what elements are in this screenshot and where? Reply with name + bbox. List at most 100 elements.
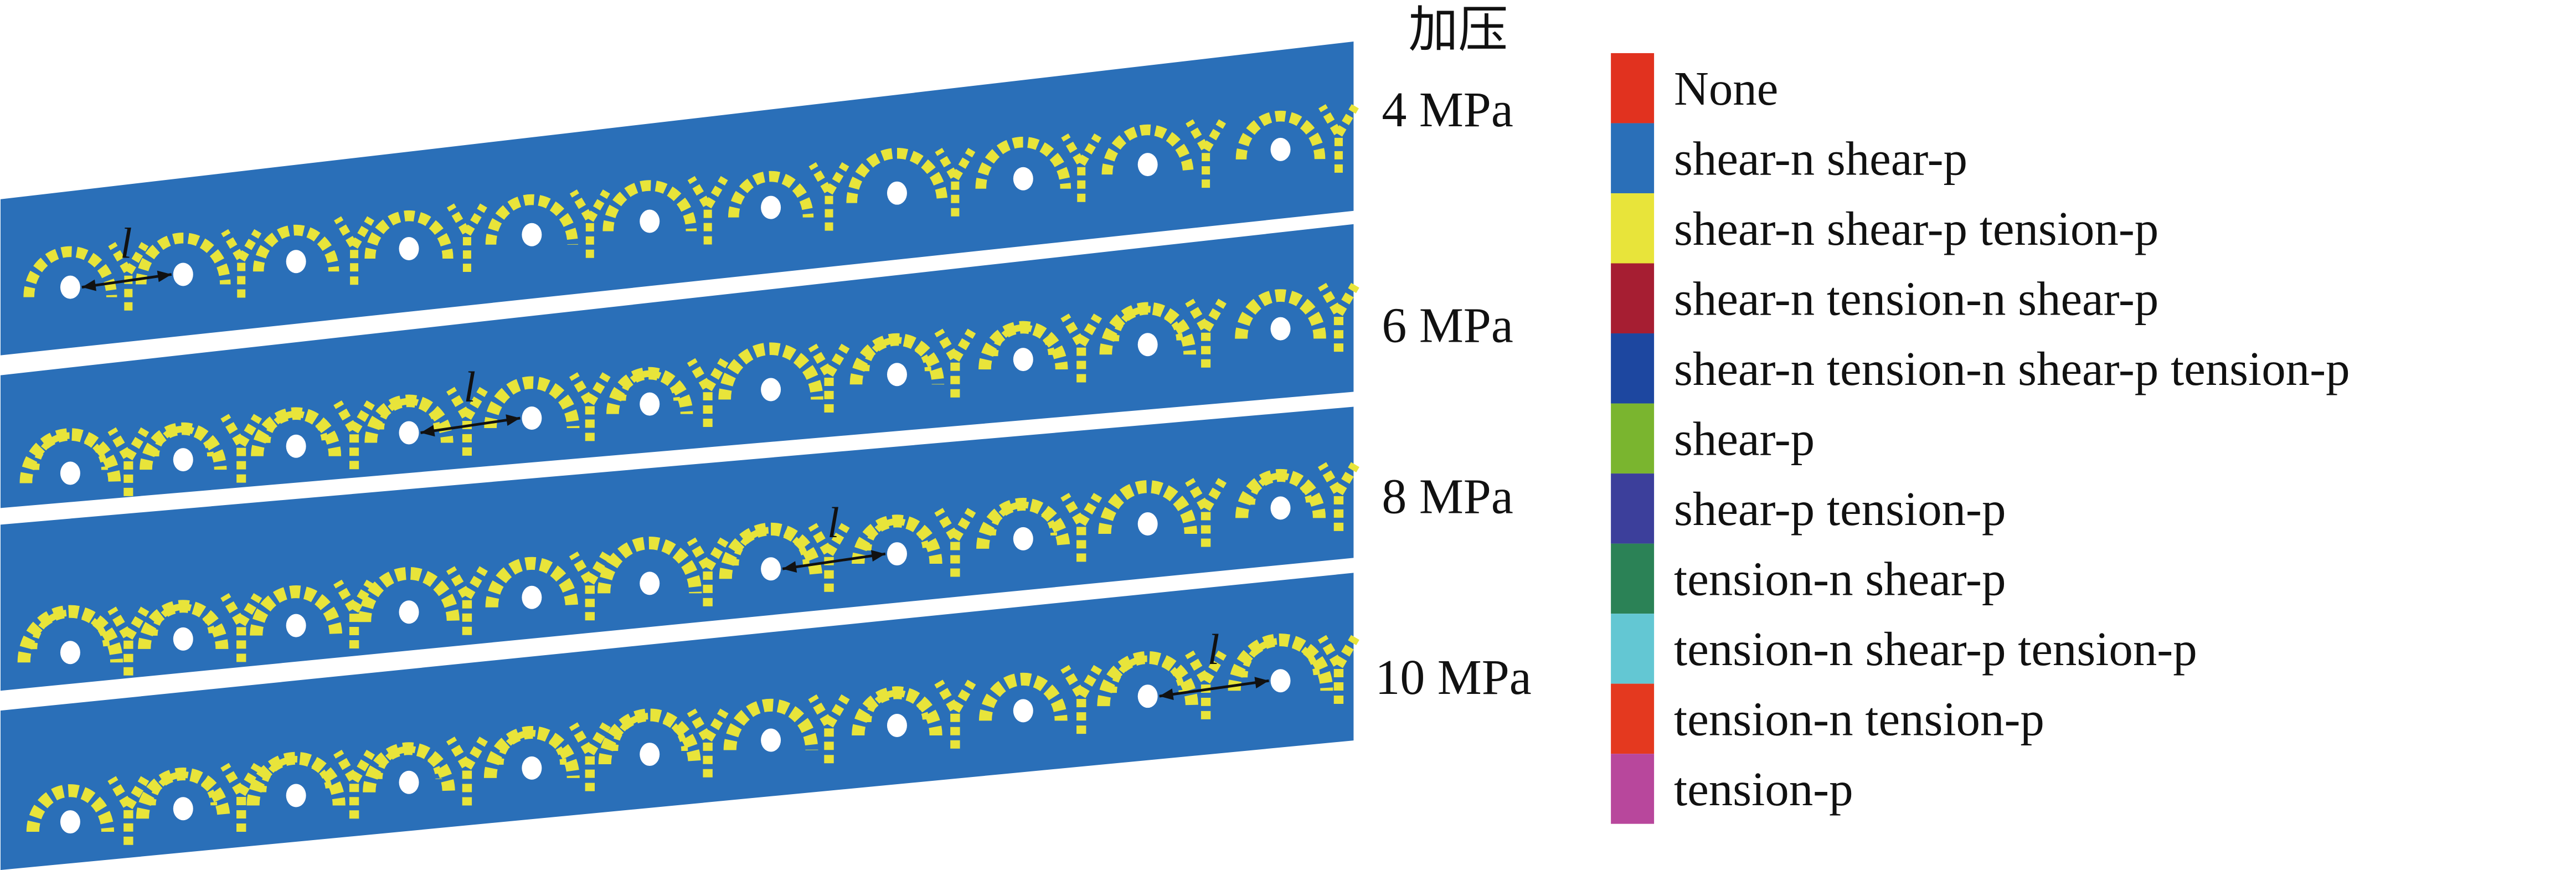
failure-zone (152, 425, 214, 457)
failure-zone (619, 370, 681, 401)
failure-zone (358, 567, 460, 622)
failure-zone (732, 527, 810, 566)
legend-label: shear-p (1674, 412, 1815, 465)
failure-zone (687, 537, 729, 606)
borehole (60, 275, 80, 299)
borehole (887, 713, 907, 737)
borehole (887, 181, 907, 205)
failure-zone (485, 194, 579, 245)
failure-zone (934, 679, 976, 749)
failure-zone (808, 162, 849, 231)
failure-zone (718, 342, 823, 400)
failure-zone (484, 376, 580, 429)
borehole (1270, 496, 1291, 520)
failure-zone (978, 672, 1068, 721)
legend-item: shear-p tension-p (1611, 473, 2006, 544)
borehole (1013, 699, 1033, 723)
failure-zone (569, 722, 611, 791)
failure-zone (1060, 492, 1102, 562)
borehole (1013, 167, 1033, 191)
arrowhead-icon (81, 279, 96, 291)
failure-zone (808, 343, 850, 413)
borehole (1270, 317, 1291, 341)
failure-zone (978, 321, 1068, 370)
failure-zone (446, 737, 488, 806)
legend-item: shear-p (1611, 403, 1815, 474)
legend-swatch (1611, 53, 1655, 123)
legend-item: shear-n shear-p tension-p (1611, 193, 2158, 264)
failure-zone (934, 508, 976, 577)
failure-zone (107, 776, 150, 845)
rock-mass (0, 224, 1354, 508)
legend-label: shear-n tension-n shear-p (1674, 272, 2158, 325)
legend-label: tension-n shear-p (1674, 553, 2006, 606)
borehole (60, 641, 80, 665)
failure-zone (864, 689, 930, 723)
borehole (761, 728, 781, 752)
borehole (640, 743, 660, 766)
legend-label: tension-n tension-p (1674, 693, 2044, 746)
arrowhead-icon (870, 550, 885, 562)
failure-zone (135, 233, 231, 285)
failure-zone (975, 137, 1071, 189)
legend-item: shear-n tension-n shear-p (1611, 263, 2158, 334)
legend-label: tension-p (1674, 763, 1853, 816)
panel-6mpa: l (0, 224, 1359, 508)
failure-zone (1101, 124, 1194, 175)
legend-swatch (1611, 754, 1655, 824)
failure-zone (264, 410, 328, 443)
borehole (887, 363, 907, 387)
failure-zone (19, 428, 121, 483)
failure-zone (375, 745, 442, 779)
failure-zone (852, 686, 942, 736)
rock-mass (0, 573, 1354, 870)
rock-mass (0, 406, 1354, 691)
borehole (1013, 527, 1033, 550)
failure-zone (719, 522, 823, 579)
pressure-label-10mpa: 10 MPa (1375, 650, 1531, 705)
failure-zone (446, 566, 488, 635)
borehole (173, 262, 193, 286)
borehole (60, 810, 80, 834)
failure-zone (1185, 478, 1227, 547)
failure-zone (687, 708, 729, 778)
failure-zone (107, 606, 150, 676)
borehole (286, 434, 306, 458)
legend-swatch (1611, 333, 1655, 404)
failure-zone (991, 324, 1055, 357)
pressure-heading: 加压 (1408, 3, 1508, 58)
pressure-label-8mpa: 8 MPa (1382, 469, 1513, 524)
spacing-label: l (120, 219, 132, 267)
failure-zone (934, 328, 976, 398)
failure-zone (1098, 480, 1197, 534)
failure-zone (687, 358, 729, 428)
failure-zone (1097, 651, 1198, 707)
arrowhead-icon (782, 561, 797, 573)
failure-zone (485, 557, 579, 608)
arrowhead-icon (420, 425, 435, 437)
failure-zone (446, 387, 488, 456)
failure-zone (723, 698, 818, 750)
failure-zone (606, 367, 693, 414)
borehole (1137, 333, 1158, 357)
failure-zone (1317, 635, 1359, 704)
failure-zone (108, 241, 149, 311)
legend-swatch (1611, 614, 1655, 684)
rock-mass (0, 41, 1354, 356)
arrowhead-icon (1254, 677, 1269, 689)
panel-10mpa: l (0, 573, 1359, 870)
spacing-label: l (1208, 626, 1220, 673)
failure-zone (149, 771, 218, 806)
failure-zone (808, 523, 850, 592)
borehole (1137, 153, 1158, 177)
legend-swatch (1611, 123, 1655, 193)
failure-zone (333, 749, 375, 819)
borehole (1013, 348, 1033, 372)
failure-zone (808, 694, 850, 764)
borehole (1270, 669, 1291, 693)
failure-zone (497, 730, 567, 765)
failure-zone (1241, 637, 1320, 678)
borehole (1137, 512, 1158, 536)
borehole (640, 392, 660, 416)
borehole (286, 614, 306, 637)
